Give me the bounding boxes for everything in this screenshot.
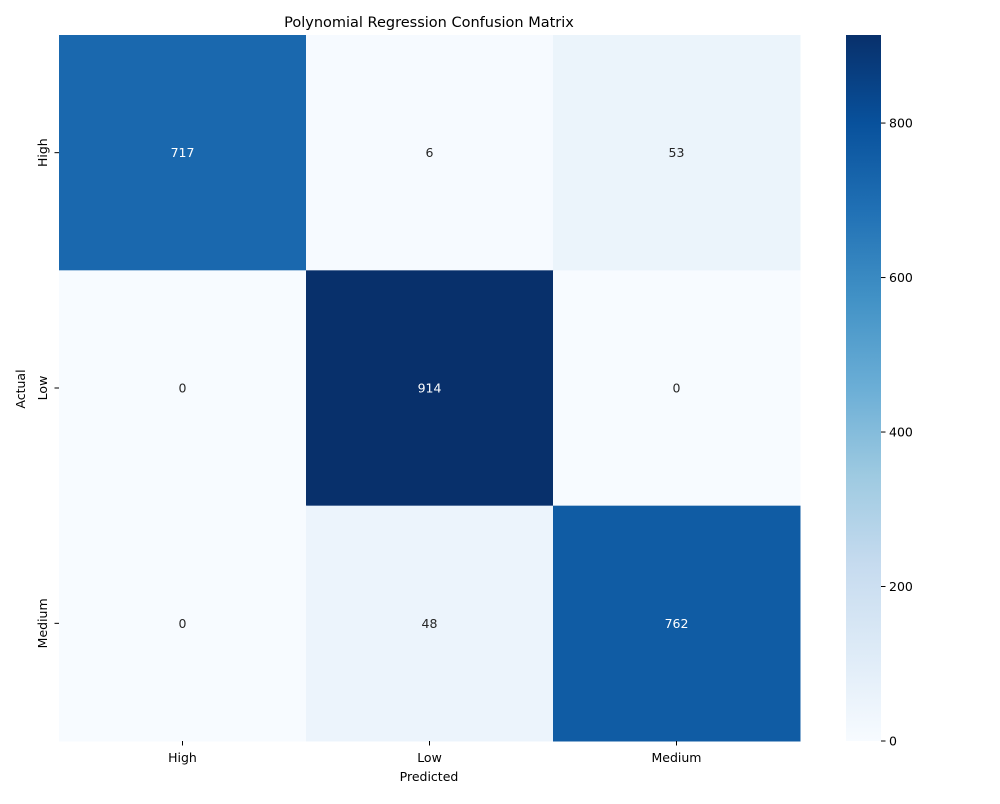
cell-value-label: 762: [665, 616, 689, 631]
cell-value-label: 6: [426, 145, 434, 160]
colorbar-tick-label: 200: [889, 579, 913, 594]
colorbar-tick-label: 0: [889, 734, 897, 749]
y-tick-label: High: [35, 138, 50, 167]
heatmap-cell: [553, 35, 801, 271]
colorbar-tick-label: 400: [889, 425, 913, 440]
cell-value-label: 717: [171, 145, 195, 160]
cell-value-label: 0: [673, 381, 681, 396]
x-tick-label: Medium: [652, 750, 702, 765]
heatmap-cell: [59, 505, 307, 742]
x-axis-label: Predicted: [400, 769, 459, 784]
heatmap-cell: [306, 505, 554, 742]
y-axis-ticks: High Low Medium: [35, 138, 59, 648]
heatmap-cell: [553, 270, 801, 507]
cell-value-label: 914: [418, 381, 442, 396]
cell-value-label: 48: [422, 616, 438, 631]
colorbar-ticks: 0 200 400 600 800: [881, 116, 913, 749]
x-tick-label: Low: [417, 750, 442, 765]
cell-value-label: 53: [669, 145, 685, 160]
heatmap-cell: [59, 270, 307, 507]
y-axis-label: Actual: [13, 369, 28, 408]
chart-title: Polynomial Regression Confusion Matrix: [284, 15, 574, 31]
x-tick-label: High: [168, 750, 197, 765]
cell-value-label: 0: [179, 381, 187, 396]
y-tick-label: Low: [35, 376, 50, 401]
x-axis-ticks: High Low Medium: [168, 741, 701, 765]
heatmap-cell: [306, 35, 554, 271]
colorbar-tick-label: 800: [889, 116, 913, 131]
colorbar-gradient-bar: [846, 35, 881, 741]
cell-value-label: 0: [179, 616, 187, 631]
colorbar-tick-label: 600: [889, 270, 913, 285]
cell-annotations: 717 6 53 0 914 0 0 48 762: [171, 145, 689, 631]
heatmap-cells: [59, 35, 801, 742]
colorbar: 0 200 400 600 800: [846, 35, 913, 749]
heatmap-cell: [306, 270, 554, 507]
heatmap-cell: [59, 35, 307, 271]
y-tick-label: Medium: [35, 598, 50, 648]
heatmap-cell: [553, 505, 801, 742]
